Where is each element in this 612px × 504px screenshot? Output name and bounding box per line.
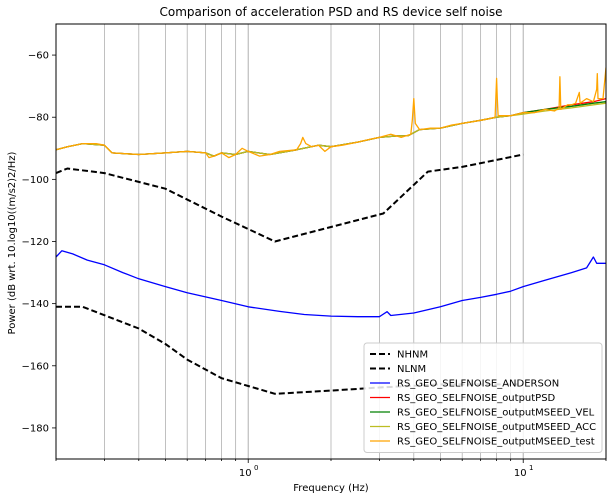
y-tick-label: −60 [28,51,49,62]
series-line-nlnm [56,305,524,395]
y-tick-label: −160 [22,361,49,372]
y-axis-ticks: −180 −160 −140 −120 −100 −80 −60 [22,51,56,434]
x-tick-exponent: 1 [529,464,533,472]
x-axis-label: Frequency (Hz) [293,483,369,494]
y-tick-label: −120 [22,237,49,248]
legend-label: RS_GEO_SELFNOISE_outputMSEED_test [397,437,595,448]
series-line-nhnm [56,153,524,243]
x-tick-label: 10 [239,468,252,479]
x-tick-exponent: 0 [254,464,258,472]
legend: NHNM NLNM RS_GEO_SELFNOISE_ANDERSON RS_GEO_… [363,342,603,453]
y-tick-label: −80 [28,113,49,124]
series-line-rs-geo-selfnoise-outputmseed-test [56,67,606,159]
legend-label: RS_GEO_SELFNOISE_outputMSEED_ACC [397,422,596,433]
y-axis-label: Power (dB wrt. 10.log10((m/s2)2/Hz) [7,151,18,334]
series-line-rs-geo-selfnoise-anderson [56,250,606,318]
y-tick-label: −140 [22,299,49,310]
legend-label: NLNM [397,364,426,375]
legend-box [363,342,603,453]
y-tick-label: −180 [22,423,49,434]
legend-label: RS_GEO_SELFNOISE_ANDERSON [397,379,559,390]
y-tick-label: −100 [22,175,49,186]
chart-title: Comparison of acceleration PSD and RS de… [159,5,502,19]
x-tick-label: 10 [514,468,527,479]
series-layer [56,67,606,395]
legend-label: RS_GEO_SELFNOISE_outputMSEED_VEL [397,408,595,419]
x-axis-ticks: 10 0 10 1 [55,459,607,479]
legend-label: RS_GEO_SELFNOISE_outputPSD [397,393,556,404]
legend-label: NHNM [397,350,428,361]
